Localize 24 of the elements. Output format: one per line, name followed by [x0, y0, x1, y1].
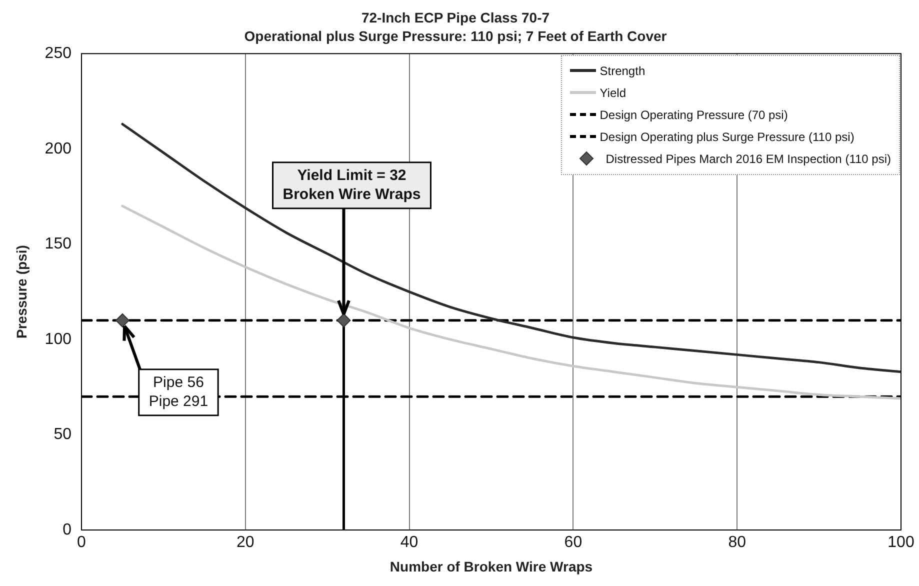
- x-tick-label: 20: [236, 534, 254, 552]
- y-tick-label: 0: [62, 521, 72, 538]
- annotation: Yield Limit = 32 Broken Wire Wraps: [282, 167, 421, 204]
- y-tick-label: 50: [54, 426, 72, 444]
- x-tick-label: 0: [77, 534, 86, 552]
- y-tick-label: 100: [44, 330, 72, 348]
- x-axis-title: Number of Broken Wire Wraps: [390, 558, 593, 574]
- x-tick-label: 40: [400, 534, 418, 552]
- legend-label: Yield: [600, 86, 626, 100]
- y-tick-label: 150: [44, 236, 72, 253]
- x-tick-label: 80: [728, 534, 746, 552]
- chart-subtitle: Operational plus Surge Pressure: 110 psi; 7 Feet of Earth Cover: [244, 28, 668, 44]
- y-axis-title: Pressure (psi): [13, 245, 30, 338]
- y-tick-label: 200: [44, 140, 72, 158]
- line-series: [121, 122, 901, 374]
- legend-label: Strength: [600, 64, 646, 78]
- annotation: Pipe 56 Pipe 291: [148, 374, 208, 410]
- chart-title: 72-Inch ECP Pipe Class 70-7: [361, 9, 550, 26]
- y-tick-label: 250: [44, 45, 72, 62]
- legend-label: Design Operating plus Surge Pressure (110 psi): [600, 130, 854, 144]
- x-tick-label: 60: [564, 534, 582, 552]
- x-tick-label: 100: [888, 534, 914, 552]
- legend-label: Distressed Pipes March 2016 EM Inspection (110 psi): [606, 152, 891, 166]
- legend-label: Design Operating Pressure (70 psi): [600, 108, 788, 122]
